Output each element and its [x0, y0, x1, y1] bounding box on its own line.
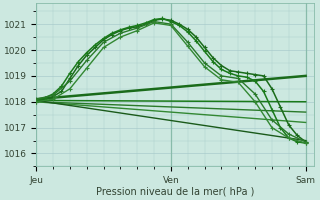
X-axis label: Pression niveau de la mer( hPa ): Pression niveau de la mer( hPa )	[96, 187, 254, 197]
